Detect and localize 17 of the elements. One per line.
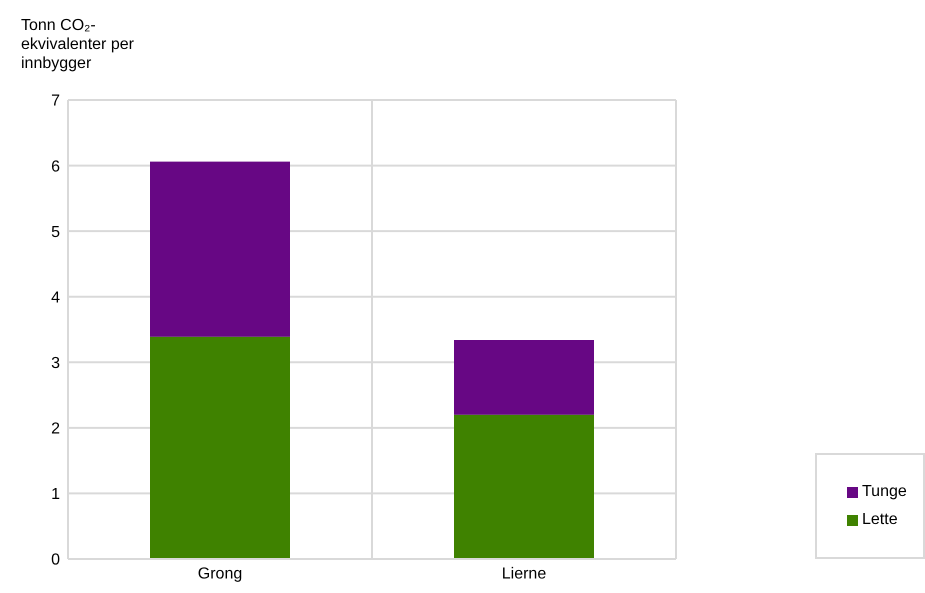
x-tick-label: Grong	[198, 565, 242, 582]
y-axis-title: Tonn CO₂-ekvivalenter per innbygger	[21, 16, 135, 73]
y-tick-label: 2	[51, 420, 60, 438]
legend-label: Tunge	[862, 483, 907, 501]
y-tick-label: 6	[51, 158, 60, 176]
y-tick-label: 4	[51, 289, 60, 306]
bar	[150, 336, 290, 559]
bar	[454, 414, 594, 559]
y-tick-label: 7	[51, 92, 60, 110]
bar	[454, 340, 594, 415]
y-tick-label: 0	[51, 552, 60, 569]
x-tick-label: Lierne	[502, 565, 546, 582]
y-tick-label: 1	[51, 486, 60, 504]
y-tick-label: 5	[51, 224, 60, 241]
legend-label: Lette	[862, 511, 898, 529]
y-tick-label: 3	[51, 354, 60, 372]
bar	[150, 162, 290, 337]
